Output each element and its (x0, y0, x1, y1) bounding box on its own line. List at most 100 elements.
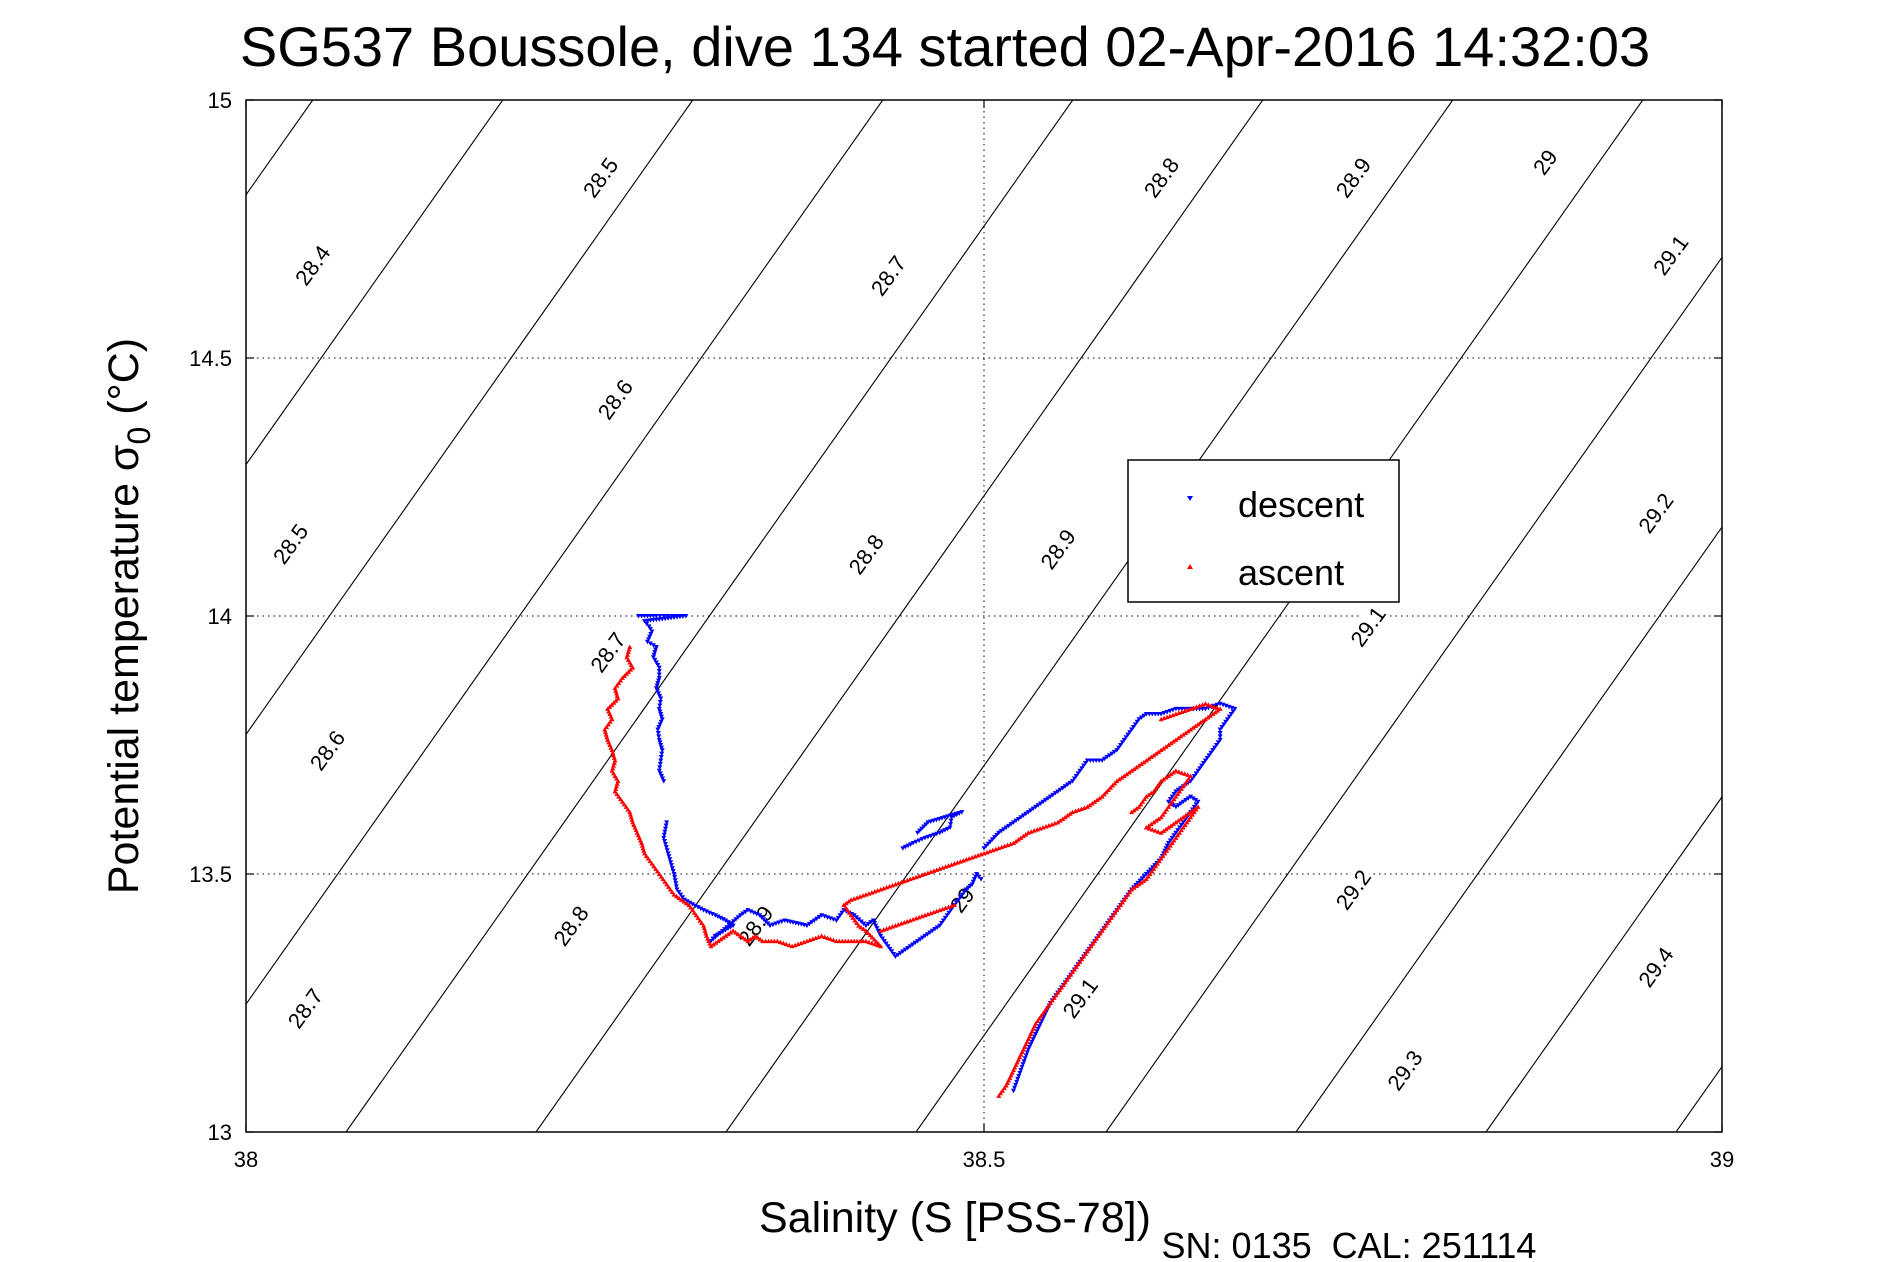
descent-point (1006, 823, 1012, 829)
ascent-point (1136, 763, 1142, 768)
ascent-point (718, 936, 724, 942)
descent-point (657, 700, 663, 705)
descent-point (661, 832, 667, 838)
ascent-point (735, 931, 741, 937)
ascent-point (1106, 917, 1112, 923)
ascent-point (996, 1093, 1002, 1098)
ascent-point (1153, 863, 1159, 869)
descent-point (1161, 711, 1167, 716)
ascent-point (660, 876, 666, 882)
ascent-point (1182, 708, 1188, 713)
ascent-point (1121, 773, 1127, 778)
ascent-point (844, 907, 850, 913)
descent-point (657, 761, 663, 767)
ascent-point (737, 933, 743, 938)
legend: descent ascent (1127, 459, 1400, 603)
ascent-point (1035, 1018, 1041, 1024)
ascent-point (1156, 781, 1162, 786)
descent-point (1217, 737, 1223, 743)
descent-point (650, 655, 656, 660)
descent-point (865, 921, 871, 927)
ascent-point (750, 935, 756, 940)
ascent-point (825, 935, 831, 940)
descent-point (770, 922, 776, 928)
descent-point (887, 946, 893, 952)
descent-point (652, 657, 658, 663)
descent-point (892, 954, 898, 960)
ascent-point (1044, 1005, 1050, 1011)
descent-point (1193, 798, 1199, 803)
ascent-point (786, 942, 792, 948)
ascent-point (1138, 761, 1144, 766)
descent-point (1031, 1034, 1037, 1040)
ascent-point (1161, 828, 1167, 833)
descent-point (946, 910, 952, 916)
ascent-point (1180, 783, 1186, 789)
ascent-point (1086, 946, 1092, 951)
ascent-point (1151, 866, 1157, 871)
ascent-point (1141, 878, 1147, 883)
ascent-point (1175, 791, 1181, 797)
ascent-point (1156, 858, 1162, 864)
descent-point (916, 838, 922, 843)
descent-point (706, 910, 712, 916)
ascent-point (1134, 883, 1140, 889)
descent-point (948, 818, 954, 824)
descent-point (670, 869, 676, 874)
descent-point (1062, 784, 1068, 789)
descent-point (1232, 706, 1238, 712)
ascent-point (863, 928, 869, 933)
ascent-point (1158, 856, 1164, 861)
descent-point (809, 920, 815, 925)
descent-point (1123, 735, 1129, 740)
descent-point (728, 921, 734, 926)
descent-point (709, 911, 715, 917)
ascent-point (699, 920, 705, 926)
descent-point (1169, 794, 1175, 800)
ascent-point (1136, 804, 1142, 809)
descent-point (1070, 779, 1076, 784)
ascent-point (621, 673, 627, 678)
legend-label-ascent: ascent (1238, 552, 1344, 593)
descent-point (653, 686, 659, 691)
ascent-point (656, 871, 662, 876)
ascent-point (863, 938, 869, 944)
ascent-point (1131, 807, 1137, 813)
descent-point (654, 683, 660, 689)
descent-point (863, 923, 869, 929)
ascent-point (1090, 941, 1096, 946)
ascent-point (872, 941, 878, 947)
ascent-point (1183, 730, 1189, 735)
ascent-point (1143, 757, 1149, 763)
ascent-point (1143, 794, 1149, 799)
descent-point (662, 826, 668, 832)
descent-point (658, 712, 664, 717)
ascent-point (1073, 964, 1079, 969)
ascent-point (1060, 982, 1066, 987)
descent-point (1167, 797, 1173, 802)
ascent-point (1094, 936, 1100, 941)
contour-label-mask (1632, 941, 1678, 992)
ascent-point (615, 778, 621, 784)
ascent-point (1177, 788, 1183, 794)
descent-point (1132, 722, 1138, 727)
descent-point (961, 890, 967, 895)
ascent-point (629, 817, 635, 822)
descent-point (1109, 751, 1115, 757)
ascent-point (1180, 814, 1186, 820)
ascent-point (611, 763, 617, 768)
descent-point (1023, 811, 1029, 817)
descent-point (942, 915, 948, 921)
ascent-point (1057, 818, 1063, 823)
descent-point (737, 913, 743, 918)
ascent-point (658, 874, 664, 879)
ascent-point (619, 799, 625, 804)
descent-point (1173, 804, 1179, 810)
ascent-point (625, 649, 631, 655)
descent-point (907, 944, 913, 949)
descent-point (1116, 745, 1122, 751)
ascent-point (611, 700, 617, 705)
ascent-point (1065, 813, 1071, 818)
ascent-point (1114, 778, 1120, 784)
ascent-point (1170, 770, 1176, 775)
